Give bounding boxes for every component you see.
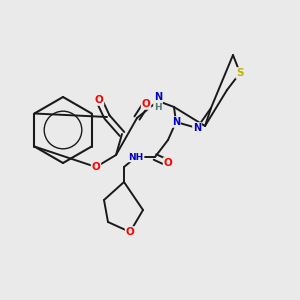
Text: O: O bbox=[164, 158, 172, 168]
Text: N: N bbox=[172, 117, 180, 127]
Text: N: N bbox=[154, 92, 162, 102]
Text: N: N bbox=[193, 123, 201, 133]
Text: H: H bbox=[154, 97, 162, 106]
Text: H: H bbox=[154, 103, 162, 112]
Text: O: O bbox=[94, 95, 103, 105]
Text: O: O bbox=[92, 162, 100, 172]
Text: S: S bbox=[236, 68, 244, 78]
Text: O: O bbox=[142, 99, 150, 109]
Text: NH: NH bbox=[128, 152, 144, 161]
Text: O: O bbox=[126, 227, 134, 237]
